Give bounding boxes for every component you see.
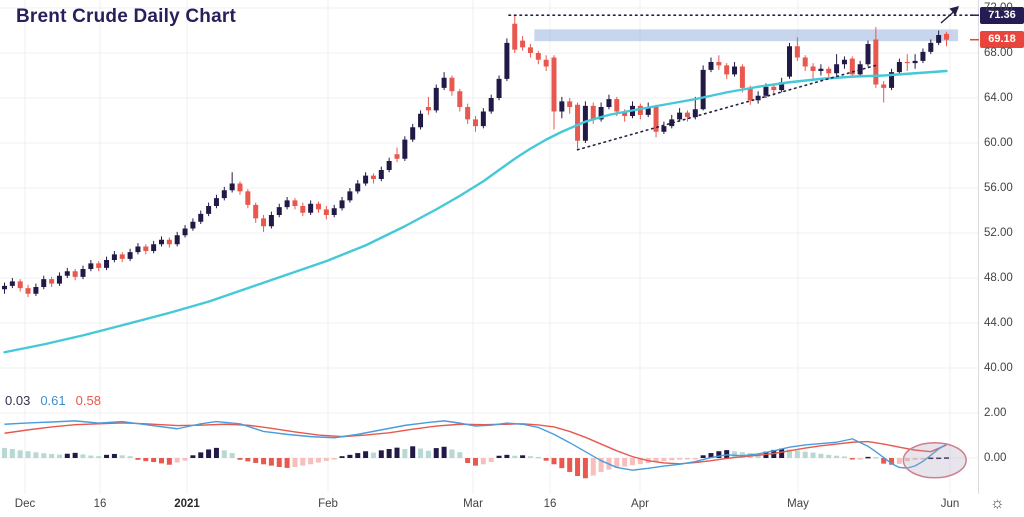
macd-line-value: 0.61 — [40, 393, 66, 408]
time-tick-label: May — [787, 498, 809, 510]
macd-signal-value: 0.58 — [75, 393, 101, 408]
breakout-arrow — [940, 6, 959, 24]
time-tick-label: Mar — [463, 498, 483, 510]
resistance-zone — [534, 29, 958, 42]
highlight-ellipse[interactable] — [902, 441, 967, 479]
price-tick-label: 40.00 — [984, 362, 1013, 374]
time-tick-label: 16 — [93, 498, 107, 510]
price-tick-label: 56.00 — [984, 182, 1013, 194]
time-tick-label: 16 — [543, 498, 557, 510]
price-tick-label: 60.00 — [984, 137, 1013, 149]
price-tick-label: 72.00 — [984, 2, 1013, 14]
time-tick-label: Jun — [940, 498, 960, 510]
time-tick-label: 2021 — [174, 498, 200, 510]
price-tick-label: 48.00 — [984, 272, 1013, 284]
macd-signal-line — [4, 422, 947, 465]
last-price-badge: 69.18 — [980, 31, 1024, 49]
settings-gear-icon[interactable]: ☼ — [990, 495, 1005, 512]
time-axis[interactable]: ☼ Dec 16 2021 Feb Mar 16 Apr May Jun — [0, 494, 1024, 517]
macd-legend: 0.03 0.61 0.58 — [5, 393, 101, 408]
price-tick-label: 0.00 — [984, 452, 1007, 464]
page-title: Brent Crude Daily Chart — [16, 6, 236, 27]
price-tick-label: 64.00 — [984, 92, 1013, 104]
price-tick-label: 52.00 — [984, 227, 1013, 239]
price-axis[interactable]: 71.36 69.18 72.00 68.00 64.00 60.00 56.00 52.… — [0, 0, 1024, 494]
macd-line — [4, 420, 947, 471]
price-tick-label: 68.00 — [984, 47, 1013, 59]
macd-histogram-value: 0.03 — [5, 393, 31, 408]
support-trendline[interactable] — [576, 64, 877, 151]
time-tick-label: Dec — [14, 498, 36, 510]
time-tick-label: Feb — [318, 498, 338, 510]
time-tick-label: Apr — [631, 498, 649, 510]
price-tick-label: 44.00 — [984, 317, 1013, 329]
resistance-price-badge: 71.36 — [980, 6, 1024, 24]
moving-average-line — [3, 69, 948, 354]
price-tick-label: 2.00 — [984, 407, 1007, 419]
